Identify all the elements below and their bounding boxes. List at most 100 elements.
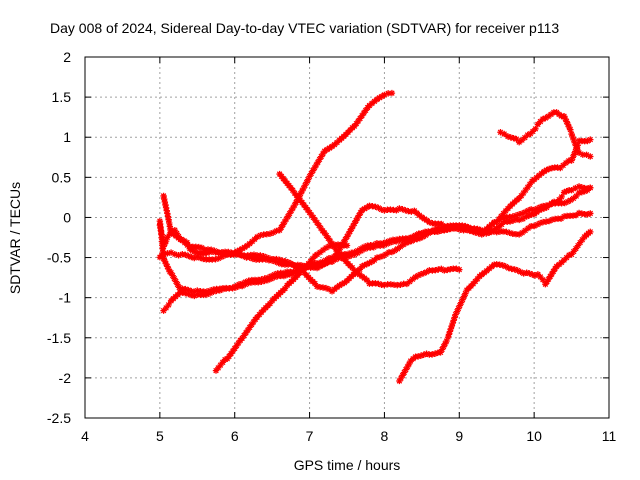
data-point bbox=[532, 125, 539, 133]
data-point bbox=[262, 256, 269, 263]
data-point bbox=[444, 226, 451, 233]
data-point bbox=[534, 121, 542, 128]
data-point bbox=[414, 272, 422, 279]
data-point bbox=[545, 275, 552, 283]
data-point bbox=[227, 251, 234, 258]
data-point bbox=[286, 210, 293, 217]
data-point bbox=[343, 233, 351, 240]
data-point bbox=[447, 325, 455, 332]
data-point bbox=[164, 263, 171, 270]
x-tick-label: 5 bbox=[156, 428, 164, 444]
data-point bbox=[564, 198, 572, 205]
data-point bbox=[462, 290, 469, 297]
data-point bbox=[555, 196, 563, 203]
data-point bbox=[380, 242, 387, 249]
data-point bbox=[400, 280, 407, 288]
y-tick-label: -2 bbox=[59, 370, 72, 386]
data-point bbox=[421, 228, 429, 236]
data-point bbox=[401, 369, 408, 376]
data-point bbox=[515, 138, 523, 146]
data-point bbox=[206, 290, 214, 297]
series-track-a bbox=[156, 89, 396, 263]
data-point bbox=[325, 255, 333, 262]
data-point bbox=[488, 221, 495, 229]
y-tick-label: 2 bbox=[63, 49, 71, 65]
data-point bbox=[509, 213, 516, 220]
data-point bbox=[307, 257, 314, 265]
data-point bbox=[253, 252, 261, 259]
data-point bbox=[316, 263, 324, 270]
series-track-e bbox=[160, 192, 594, 272]
data-point bbox=[515, 195, 523, 202]
data-point bbox=[344, 253, 352, 260]
data-point bbox=[472, 229, 479, 236]
data-point bbox=[266, 230, 274, 237]
data-point bbox=[182, 251, 189, 258]
data-point bbox=[493, 218, 500, 225]
data-point bbox=[219, 359, 226, 366]
data-point bbox=[409, 276, 416, 283]
data-point bbox=[260, 253, 267, 260]
data-point bbox=[328, 258, 336, 265]
data-point bbox=[319, 261, 327, 268]
data-point bbox=[438, 220, 445, 228]
data-point bbox=[510, 134, 517, 142]
data-point bbox=[421, 215, 428, 223]
data-point bbox=[584, 137, 591, 145]
data-point bbox=[519, 215, 527, 223]
x-tick-labels: 4 5 6 7 8 9 10 11 bbox=[81, 428, 616, 444]
data-point bbox=[375, 280, 382, 287]
data-point bbox=[408, 208, 415, 215]
data-point bbox=[555, 261, 563, 268]
data-point bbox=[394, 245, 401, 253]
data-point bbox=[512, 230, 520, 238]
data-point bbox=[245, 277, 252, 284]
data-point bbox=[579, 151, 586, 158]
data-point bbox=[399, 236, 406, 244]
data-point bbox=[219, 285, 227, 293]
data-point bbox=[505, 264, 512, 272]
data-point bbox=[387, 281, 395, 288]
data-point bbox=[309, 255, 316, 262]
data-point bbox=[498, 213, 505, 220]
data-point bbox=[307, 264, 314, 271]
data-point bbox=[160, 243, 167, 250]
data-point bbox=[360, 246, 368, 253]
data-point bbox=[340, 238, 347, 246]
data-point bbox=[162, 260, 170, 268]
data-point bbox=[311, 280, 319, 287]
data-point bbox=[357, 209, 364, 216]
data-point bbox=[281, 261, 289, 268]
data-point bbox=[194, 291, 201, 298]
data-point bbox=[289, 187, 296, 194]
data-point bbox=[281, 285, 289, 292]
data-point bbox=[583, 151, 590, 159]
data-point bbox=[524, 184, 531, 191]
data-point bbox=[316, 156, 323, 163]
data-point bbox=[370, 244, 377, 251]
data-point bbox=[249, 255, 257, 263]
data-point bbox=[378, 93, 386, 100]
data-point bbox=[247, 251, 254, 259]
data-point bbox=[499, 262, 506, 269]
data-point bbox=[290, 268, 297, 275]
data-point bbox=[166, 223, 174, 230]
series-track-d bbox=[156, 183, 594, 295]
data-point bbox=[318, 153, 325, 160]
data-point bbox=[543, 278, 551, 285]
data-point bbox=[283, 268, 291, 275]
data-point bbox=[418, 229, 426, 237]
data-point bbox=[451, 314, 458, 321]
data-point bbox=[533, 174, 540, 181]
data-point bbox=[279, 221, 287, 228]
data-point bbox=[402, 236, 410, 243]
data-point bbox=[548, 270, 555, 278]
data-point bbox=[207, 246, 215, 253]
data-point bbox=[445, 331, 453, 338]
series-track-h bbox=[396, 228, 594, 385]
data-point bbox=[197, 291, 204, 299]
data-point bbox=[405, 360, 413, 368]
data-point bbox=[376, 94, 383, 101]
data-point bbox=[567, 196, 574, 204]
data-point bbox=[412, 273, 419, 281]
